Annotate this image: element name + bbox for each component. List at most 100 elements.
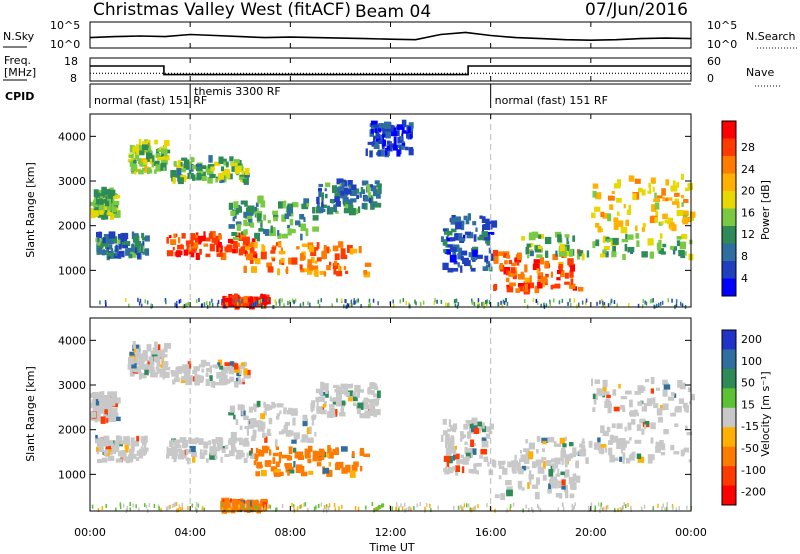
range-cell bbox=[558, 484, 562, 489]
range-cell bbox=[119, 440, 125, 445]
range-cell bbox=[219, 378, 227, 383]
ground-scatter-cell bbox=[405, 301, 407, 305]
range-cell bbox=[559, 437, 566, 444]
range-cell bbox=[473, 234, 477, 242]
range-cell bbox=[401, 119, 407, 128]
range-cell bbox=[209, 375, 213, 382]
ground-scatter-cell bbox=[283, 303, 285, 308]
range-cell bbox=[613, 222, 619, 230]
range-cell bbox=[341, 182, 345, 186]
range-cell bbox=[133, 440, 140, 447]
range-cell bbox=[674, 198, 679, 204]
range-cell bbox=[592, 183, 599, 189]
ground-scatter-cell bbox=[429, 503, 431, 508]
range-cell bbox=[464, 231, 471, 235]
range-cell bbox=[360, 187, 364, 193]
range-cell bbox=[191, 245, 197, 253]
range-cell bbox=[229, 376, 235, 382]
ground-scatter-cell bbox=[433, 301, 435, 306]
range-cell bbox=[382, 133, 388, 138]
range-cell bbox=[144, 235, 150, 242]
range-cell bbox=[544, 236, 552, 245]
range-cell bbox=[304, 448, 311, 456]
range-cell bbox=[364, 262, 372, 267]
range-cell bbox=[107, 251, 113, 257]
ground-scatter-cell bbox=[437, 505, 439, 510]
ground-scatter-cell bbox=[258, 299, 261, 304]
range-cell bbox=[316, 406, 323, 414]
range-cell bbox=[531, 461, 537, 469]
range-cell bbox=[118, 244, 122, 250]
ground-scatter-cell bbox=[343, 304, 345, 309]
range-cell bbox=[592, 190, 597, 198]
range-cell bbox=[278, 455, 281, 464]
ground-scatter-cell bbox=[425, 502, 428, 507]
range-cell bbox=[511, 466, 517, 472]
ground-scatter-cell bbox=[562, 502, 564, 507]
range-cell bbox=[581, 440, 585, 445]
range-cell bbox=[130, 437, 135, 445]
range-cell bbox=[602, 213, 608, 219]
ground-scatter-cell bbox=[557, 507, 559, 512]
ground-scatter-cell bbox=[381, 503, 383, 508]
range-cell bbox=[250, 259, 254, 264]
ground-scatter-cell bbox=[206, 301, 208, 306]
range-cell bbox=[557, 468, 560, 474]
range-cell bbox=[461, 222, 465, 231]
range-cell bbox=[338, 241, 344, 248]
range-cell bbox=[557, 269, 561, 275]
range-cell bbox=[314, 270, 319, 277]
velocity-colorbar-label: Velocity [m s⁻¹] bbox=[759, 371, 772, 456]
range-cell bbox=[258, 228, 264, 232]
range-cell bbox=[196, 172, 201, 181]
range-cell bbox=[652, 397, 656, 405]
ground-scatter-cell bbox=[168, 505, 170, 510]
range-cell bbox=[334, 253, 340, 260]
range-cell bbox=[248, 450, 252, 456]
range-cell bbox=[367, 141, 373, 145]
ground-scatter-cell bbox=[299, 303, 302, 308]
range-cell bbox=[287, 203, 294, 210]
range-cell bbox=[357, 389, 364, 393]
range-cell bbox=[335, 461, 341, 469]
range-cell bbox=[135, 361, 142, 366]
range-cell bbox=[300, 268, 305, 273]
ground-scatter-cell bbox=[405, 507, 408, 512]
range-cell bbox=[191, 242, 199, 249]
colorbar-swatch bbox=[722, 466, 736, 487]
range-cell bbox=[597, 437, 601, 443]
ground-scatter-cell bbox=[195, 299, 198, 304]
ground-scatter-cell bbox=[400, 503, 402, 508]
range-cell bbox=[291, 257, 298, 265]
range-cell bbox=[275, 242, 279, 247]
range-cell bbox=[643, 402, 648, 408]
ground-scatter-cell bbox=[535, 298, 538, 303]
range-cell bbox=[143, 159, 148, 166]
range-cell bbox=[516, 463, 520, 471]
range-cell bbox=[483, 224, 491, 231]
ground-scatter-cell bbox=[323, 505, 326, 510]
ground-scatter-cell bbox=[278, 299, 280, 304]
ground-scatter-cell bbox=[602, 300, 604, 305]
ground-scatter-cell bbox=[373, 508, 375, 513]
range-cell bbox=[142, 237, 146, 241]
range-cell bbox=[177, 454, 180, 460]
range-cell bbox=[182, 364, 190, 371]
range-cell bbox=[246, 243, 252, 248]
range-cell bbox=[642, 223, 646, 228]
range-cell bbox=[665, 197, 668, 202]
range-cell bbox=[270, 466, 276, 472]
range-cell bbox=[363, 195, 371, 202]
range-cell bbox=[276, 415, 280, 420]
ground-scatter-cell bbox=[641, 304, 644, 309]
range-cell bbox=[267, 266, 274, 273]
range-cell bbox=[621, 444, 626, 451]
range-cell bbox=[321, 204, 327, 208]
range-cell bbox=[336, 391, 342, 400]
range-cell bbox=[453, 453, 460, 460]
range-cell bbox=[514, 454, 517, 461]
y-tick-label: 2000 bbox=[58, 220, 86, 233]
range-cell bbox=[228, 450, 235, 457]
range-cell bbox=[683, 447, 690, 453]
range-cell bbox=[93, 197, 96, 204]
